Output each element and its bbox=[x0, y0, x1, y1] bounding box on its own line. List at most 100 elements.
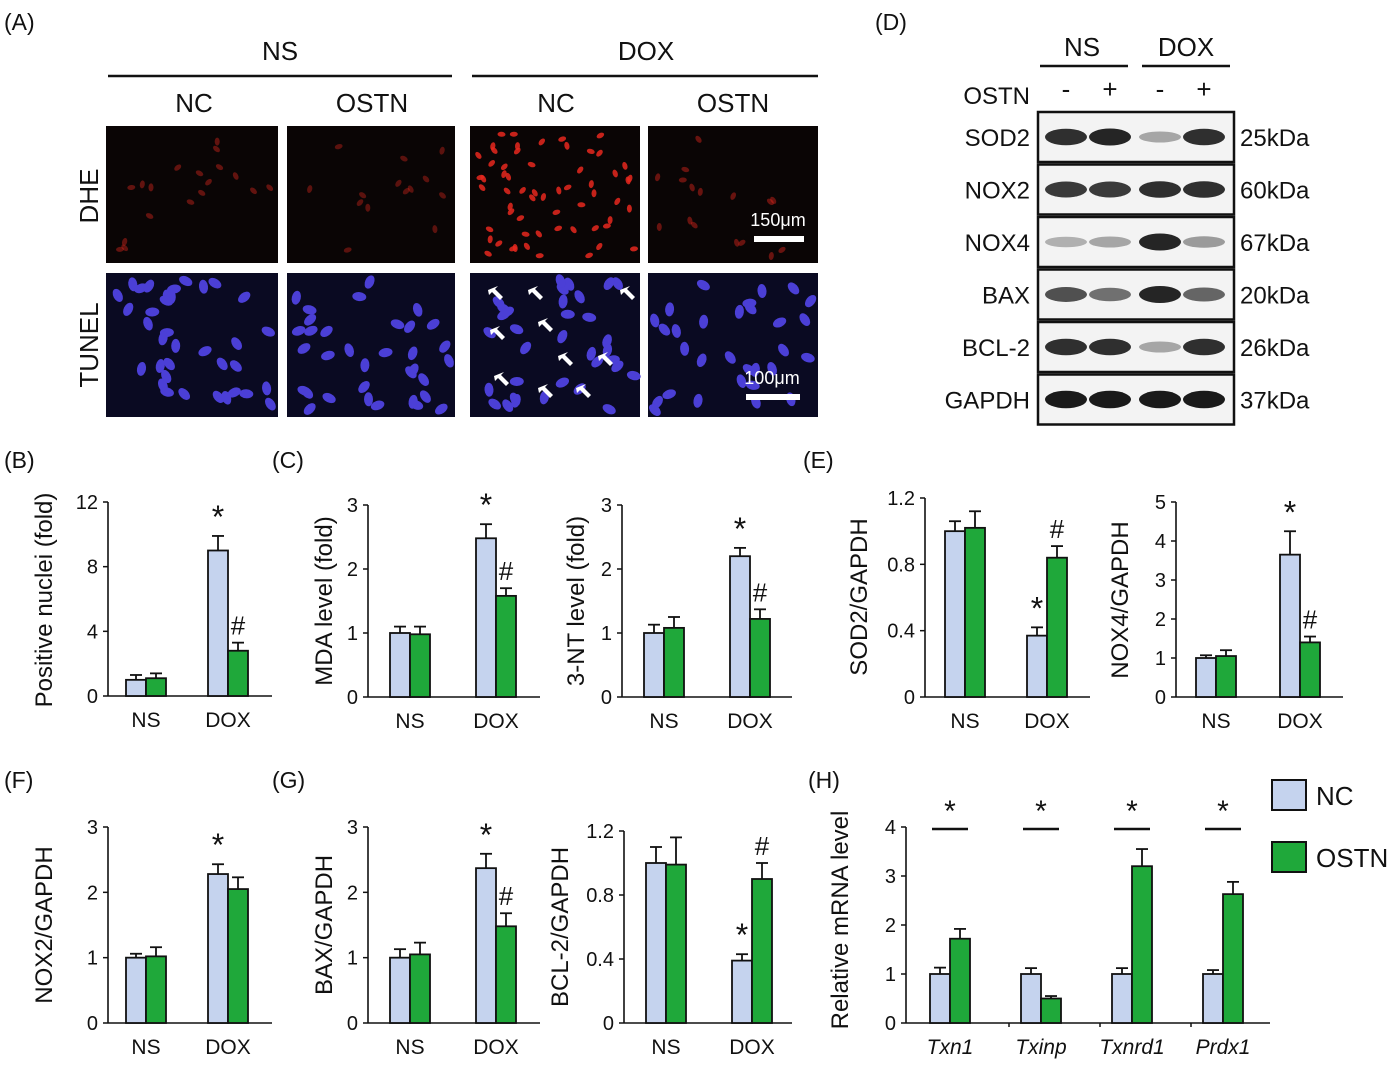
micro-nucleus bbox=[404, 320, 416, 333]
micro-nucleus bbox=[159, 295, 173, 306]
micro-nucleus bbox=[116, 246, 124, 252]
micro-nucleus bbox=[378, 348, 393, 358]
significance-mark: # bbox=[499, 556, 514, 586]
micro-nucleus bbox=[301, 386, 314, 399]
bar bbox=[645, 862, 667, 1024]
micro-nucleus bbox=[778, 343, 789, 357]
blot-band bbox=[1139, 181, 1181, 198]
micro-nucleus bbox=[554, 225, 563, 232]
y-tick-label: 0.8 bbox=[586, 885, 614, 907]
micro-nucleus bbox=[570, 226, 577, 234]
micro-nucleus bbox=[540, 193, 547, 201]
micro-nucleus bbox=[649, 404, 661, 416]
y-tick-label: 1 bbox=[601, 623, 612, 645]
bar bbox=[1040, 997, 1062, 1024]
micro-nucleus bbox=[500, 306, 514, 317]
y-axis-label: Positive nuclei (fold) bbox=[31, 493, 58, 708]
band-size-label: 25kDa bbox=[1240, 125, 1310, 152]
y-tick-label: 0 bbox=[885, 1013, 896, 1035]
micro-nucleus bbox=[484, 382, 494, 397]
micro-nucleus bbox=[439, 340, 451, 353]
y-tick-label: 3 bbox=[347, 817, 358, 839]
micro-nucleus bbox=[422, 175, 430, 183]
scale-bar-dhe bbox=[754, 236, 804, 242]
wb-ostn-sign: + bbox=[1102, 74, 1117, 104]
micro-nucleus bbox=[171, 338, 181, 353]
bar bbox=[731, 959, 753, 1024]
x-tick-label: NS bbox=[1201, 710, 1230, 733]
micro-nucleus bbox=[586, 148, 595, 155]
micro-nucleus bbox=[696, 353, 707, 368]
micro-nucleus bbox=[516, 215, 525, 221]
micro-nucleus bbox=[208, 277, 222, 289]
panel-letter-f: (F) bbox=[4, 767, 33, 793]
micro-nucleus bbox=[412, 302, 423, 317]
micro-nucleus bbox=[654, 173, 661, 182]
micro-nucleus bbox=[155, 359, 165, 373]
bar bbox=[1026, 634, 1048, 698]
y-tick-label: 2 bbox=[347, 559, 358, 581]
y-tick-label: 1 bbox=[885, 964, 896, 986]
y-tick-label: 8 bbox=[87, 557, 98, 579]
micro-nucleus bbox=[148, 183, 154, 192]
micro-nucleus bbox=[612, 277, 623, 290]
micro-nucleus bbox=[356, 199, 364, 206]
protein-label: NOX4 bbox=[965, 230, 1030, 257]
wb-group-ns: NS bbox=[1064, 32, 1100, 62]
chart-f-nox2: 0 1 2 3 NOX2/GAPDH NS DOX * bbox=[31, 817, 272, 1059]
micro-nucleus bbox=[407, 346, 418, 361]
microscopy-images bbox=[106, 126, 818, 417]
micro-nucleus bbox=[363, 392, 374, 407]
y-tick-label: 4 bbox=[885, 817, 896, 839]
micro-nucleus bbox=[603, 277, 615, 290]
bar bbox=[643, 632, 665, 698]
x-tick-label: Txinp bbox=[1015, 1036, 1066, 1059]
arrow-marker bbox=[538, 318, 553, 332]
micro-nucleus bbox=[693, 393, 703, 408]
micro-col-label: OSTN bbox=[697, 88, 769, 118]
chart-g-bax: 0 1 2 3 BAX/GAPDH NS DOX *# bbox=[311, 817, 540, 1059]
significance-mark: * bbox=[1217, 795, 1229, 828]
micro-nucleus bbox=[503, 187, 511, 195]
micro-nucleus bbox=[520, 341, 532, 355]
micro-nucleus bbox=[302, 305, 317, 315]
bar bbox=[409, 633, 431, 698]
micro-nucleus bbox=[370, 400, 385, 411]
micro-nucleus bbox=[497, 131, 506, 137]
significance-mark: * bbox=[1284, 494, 1296, 530]
band-size-label: 20kDa bbox=[1240, 283, 1310, 310]
y-tick-label: 1 bbox=[1155, 648, 1166, 670]
micro-nucleus bbox=[364, 275, 375, 289]
micro-nucleus bbox=[195, 170, 204, 177]
bar bbox=[964, 526, 986, 698]
micro-nucleus bbox=[250, 187, 257, 195]
micro-nucleus bbox=[492, 296, 505, 309]
bar bbox=[663, 626, 685, 698]
micro-nucleus bbox=[145, 307, 160, 317]
micro-nucleus bbox=[750, 362, 760, 377]
micro-nucleus bbox=[738, 239, 746, 246]
micro-nucleus bbox=[745, 380, 760, 390]
panel-letter-c: (C) bbox=[272, 447, 304, 473]
micro-nucleus bbox=[400, 155, 408, 162]
significance-mark: # bbox=[499, 881, 514, 911]
bar bbox=[1202, 973, 1224, 1024]
arrow-marker bbox=[488, 286, 503, 300]
y-tick-label: 3 bbox=[347, 495, 358, 517]
micro-nucleus bbox=[650, 313, 660, 328]
significance-mark: # bbox=[753, 577, 768, 607]
bar bbox=[227, 888, 249, 1024]
y-axis-label: MDA level (fold) bbox=[311, 516, 338, 685]
micro-nucleus bbox=[238, 291, 251, 303]
micro-nucleus bbox=[502, 399, 514, 412]
micro-nucleus bbox=[558, 136, 567, 142]
micro-nucleus bbox=[439, 146, 445, 155]
y-tick-label: 1 bbox=[87, 948, 98, 970]
significance-mark: * bbox=[212, 827, 224, 863]
y-tick-label: 0.8 bbox=[887, 554, 915, 576]
y-axis-label: BCL-2/GAPDH bbox=[547, 847, 574, 1007]
micro-nucleus bbox=[523, 242, 530, 250]
micro-nucleus bbox=[696, 279, 710, 291]
micro-row-label-tunel: TUNEL bbox=[74, 302, 104, 387]
micro-nucleus bbox=[478, 184, 486, 191]
